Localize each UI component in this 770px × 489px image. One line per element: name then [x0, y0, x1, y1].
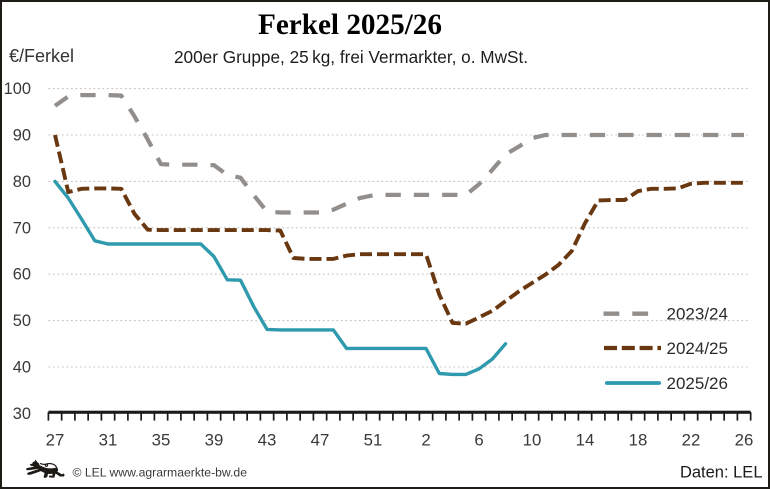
- svg-text:€/Ferkel: €/Ferkel: [9, 46, 74, 66]
- svg-text:18: 18: [629, 430, 648, 449]
- svg-text:31: 31: [99, 430, 118, 449]
- svg-text:35: 35: [152, 430, 171, 449]
- svg-text:6: 6: [474, 430, 483, 449]
- svg-text:40: 40: [13, 359, 31, 377]
- svg-text:39: 39: [205, 430, 224, 449]
- svg-text:43: 43: [258, 430, 277, 449]
- svg-text:10: 10: [523, 430, 542, 449]
- svg-text:90: 90: [13, 127, 31, 145]
- svg-text:26: 26: [735, 430, 754, 449]
- svg-text:2024/25: 2024/25: [667, 339, 728, 358]
- svg-text:51: 51: [364, 430, 383, 449]
- svg-text:14: 14: [576, 430, 595, 449]
- svg-text:30: 30: [13, 405, 31, 423]
- svg-text:Ferkel 2025/26: Ferkel 2025/26: [258, 9, 442, 41]
- svg-text:27: 27: [46, 430, 65, 449]
- svg-text:Daten: LEL: Daten: LEL: [680, 463, 763, 481]
- svg-text:100: 100: [4, 80, 31, 98]
- svg-text:50: 50: [13, 312, 31, 330]
- svg-text:80: 80: [13, 173, 31, 191]
- svg-text:22: 22: [682, 430, 701, 449]
- svg-text:200er Gruppe, 25 kg, frei Verm: 200er Gruppe, 25 kg, frei Vermarkter, o.…: [174, 47, 528, 67]
- svg-text:2025/26: 2025/26: [667, 374, 728, 393]
- svg-text:© LEL www.agrarmaerkte-bw.de: © LEL www.agrarmaerkte-bw.de: [73, 465, 248, 479]
- svg-text:60: 60: [13, 266, 31, 284]
- svg-text:70: 70: [13, 219, 31, 237]
- svg-text:47: 47: [311, 430, 330, 449]
- svg-text:2: 2: [421, 430, 430, 449]
- svg-text:2023/24: 2023/24: [667, 305, 728, 324]
